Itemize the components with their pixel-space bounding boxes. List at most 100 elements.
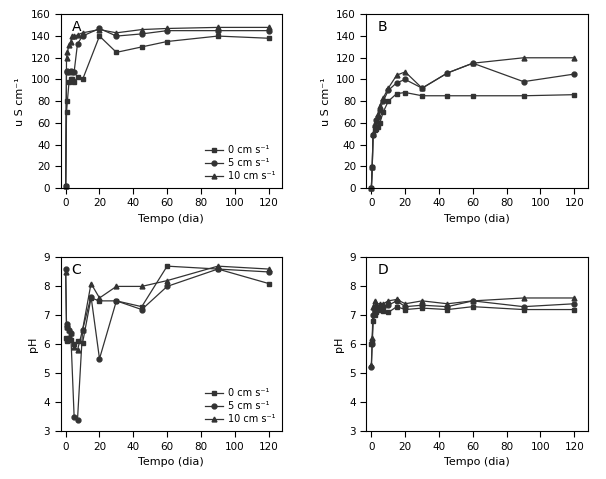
0 cm s⁻¹ bbox=[368, 339, 376, 344]
0 cm s⁻¹ bbox=[376, 307, 384, 312]
5 cm s⁻¹ bbox=[70, 69, 78, 75]
5 cm s⁻¹ bbox=[113, 298, 120, 304]
5 cm s⁻¹ bbox=[164, 284, 171, 289]
0 cm s⁻¹ bbox=[419, 93, 426, 99]
0 cm s⁻¹ bbox=[419, 305, 426, 311]
5 cm s⁻¹ bbox=[74, 41, 81, 46]
0 cm s⁻¹ bbox=[74, 74, 81, 80]
0 cm s⁻¹ bbox=[370, 318, 377, 324]
5 cm s⁻¹ bbox=[371, 307, 378, 312]
10 cm s⁻¹ bbox=[87, 281, 95, 286]
0 cm s⁻¹ bbox=[379, 308, 387, 314]
10 cm s⁻¹ bbox=[265, 266, 272, 272]
10 cm s⁻¹ bbox=[419, 85, 426, 91]
5 cm s⁻¹ bbox=[419, 302, 426, 308]
5 cm s⁻¹ bbox=[419, 85, 426, 91]
0 cm s⁻¹ bbox=[265, 35, 272, 41]
Line: 5 cm s⁻¹: 5 cm s⁻¹ bbox=[369, 298, 577, 370]
5 cm s⁻¹ bbox=[64, 68, 71, 74]
5 cm s⁻¹ bbox=[96, 356, 103, 362]
0 cm s⁻¹ bbox=[402, 90, 409, 95]
5 cm s⁻¹ bbox=[373, 117, 380, 123]
10 cm s⁻¹ bbox=[368, 164, 376, 170]
5 cm s⁻¹ bbox=[79, 33, 86, 39]
5 cm s⁻¹ bbox=[444, 70, 451, 76]
5 cm s⁻¹ bbox=[63, 69, 70, 75]
0 cm s⁻¹ bbox=[520, 307, 527, 312]
5 cm s⁻¹ bbox=[520, 79, 527, 84]
0 cm s⁻¹ bbox=[64, 98, 71, 104]
10 cm s⁻¹ bbox=[74, 32, 81, 38]
5 cm s⁻¹ bbox=[265, 269, 272, 275]
0 cm s⁻¹ bbox=[368, 342, 375, 347]
5 cm s⁻¹ bbox=[368, 164, 376, 170]
5 cm s⁻¹ bbox=[138, 31, 145, 37]
5 cm s⁻¹ bbox=[62, 266, 69, 272]
0 cm s⁻¹ bbox=[138, 44, 145, 50]
0 cm s⁻¹ bbox=[444, 93, 451, 99]
0 cm s⁻¹ bbox=[65, 79, 73, 84]
0 cm s⁻¹ bbox=[520, 93, 527, 99]
10 cm s⁻¹ bbox=[62, 269, 69, 275]
0 cm s⁻¹ bbox=[385, 309, 392, 315]
10 cm s⁻¹ bbox=[96, 295, 103, 301]
10 cm s⁻¹ bbox=[419, 298, 426, 304]
Line: 10 cm s⁻¹: 10 cm s⁻¹ bbox=[369, 56, 577, 191]
5 cm s⁻¹ bbox=[62, 183, 69, 189]
10 cm s⁻¹ bbox=[371, 298, 378, 304]
10 cm s⁻¹ bbox=[520, 295, 527, 301]
5 cm s⁻¹ bbox=[520, 304, 527, 309]
0 cm s⁻¹ bbox=[215, 266, 222, 272]
Y-axis label: pH: pH bbox=[334, 337, 344, 352]
10 cm s⁻¹ bbox=[469, 298, 476, 304]
5 cm s⁻¹ bbox=[164, 28, 171, 34]
10 cm s⁻¹ bbox=[63, 324, 70, 330]
10 cm s⁻¹ bbox=[368, 185, 375, 191]
5 cm s⁻¹ bbox=[138, 307, 145, 312]
5 cm s⁻¹ bbox=[370, 132, 377, 137]
Text: A: A bbox=[72, 20, 81, 34]
5 cm s⁻¹ bbox=[368, 365, 375, 370]
0 cm s⁻¹ bbox=[113, 298, 120, 304]
10 cm s⁻¹ bbox=[70, 33, 78, 39]
10 cm s⁻¹ bbox=[393, 72, 401, 78]
10 cm s⁻¹ bbox=[138, 284, 145, 289]
10 cm s⁻¹ bbox=[113, 284, 120, 289]
0 cm s⁻¹ bbox=[62, 336, 69, 342]
10 cm s⁻¹ bbox=[113, 30, 120, 36]
5 cm s⁻¹ bbox=[64, 321, 71, 327]
10 cm s⁻¹ bbox=[79, 327, 86, 333]
10 cm s⁻¹ bbox=[96, 27, 103, 33]
0 cm s⁻¹ bbox=[96, 33, 103, 39]
10 cm s⁻¹ bbox=[368, 336, 376, 342]
Legend: 0 cm s⁻¹, 5 cm s⁻¹, 10 cm s⁻¹: 0 cm s⁻¹, 5 cm s⁻¹, 10 cm s⁻¹ bbox=[204, 387, 278, 426]
10 cm s⁻¹ bbox=[63, 55, 70, 61]
0 cm s⁻¹ bbox=[371, 312, 378, 318]
0 cm s⁻¹ bbox=[571, 307, 578, 312]
5 cm s⁻¹ bbox=[385, 302, 392, 308]
10 cm s⁻¹ bbox=[164, 278, 171, 284]
5 cm s⁻¹ bbox=[96, 25, 103, 31]
5 cm s⁻¹ bbox=[375, 114, 382, 120]
5 cm s⁻¹ bbox=[393, 298, 401, 304]
5 cm s⁻¹ bbox=[444, 304, 451, 309]
0 cm s⁻¹ bbox=[67, 337, 75, 343]
0 cm s⁻¹ bbox=[87, 295, 95, 301]
10 cm s⁻¹ bbox=[379, 95, 387, 101]
0 cm s⁻¹ bbox=[65, 336, 73, 342]
5 cm s⁻¹ bbox=[65, 327, 73, 333]
10 cm s⁻¹ bbox=[74, 347, 81, 353]
X-axis label: Tempo (dia): Tempo (dia) bbox=[139, 214, 204, 224]
0 cm s⁻¹ bbox=[63, 339, 70, 344]
0 cm s⁻¹ bbox=[164, 263, 171, 269]
5 cm s⁻¹ bbox=[376, 304, 384, 309]
0 cm s⁻¹ bbox=[385, 98, 392, 104]
10 cm s⁻¹ bbox=[469, 60, 476, 66]
0 cm s⁻¹ bbox=[70, 79, 78, 84]
Legend: 0 cm s⁻¹, 5 cm s⁻¹, 10 cm s⁻¹: 0 cm s⁻¹, 5 cm s⁻¹, 10 cm s⁻¹ bbox=[204, 143, 278, 183]
0 cm s⁻¹ bbox=[370, 132, 377, 137]
0 cm s⁻¹ bbox=[63, 109, 70, 115]
10 cm s⁻¹ bbox=[70, 344, 78, 350]
5 cm s⁻¹ bbox=[469, 298, 476, 304]
0 cm s⁻¹ bbox=[371, 127, 378, 133]
